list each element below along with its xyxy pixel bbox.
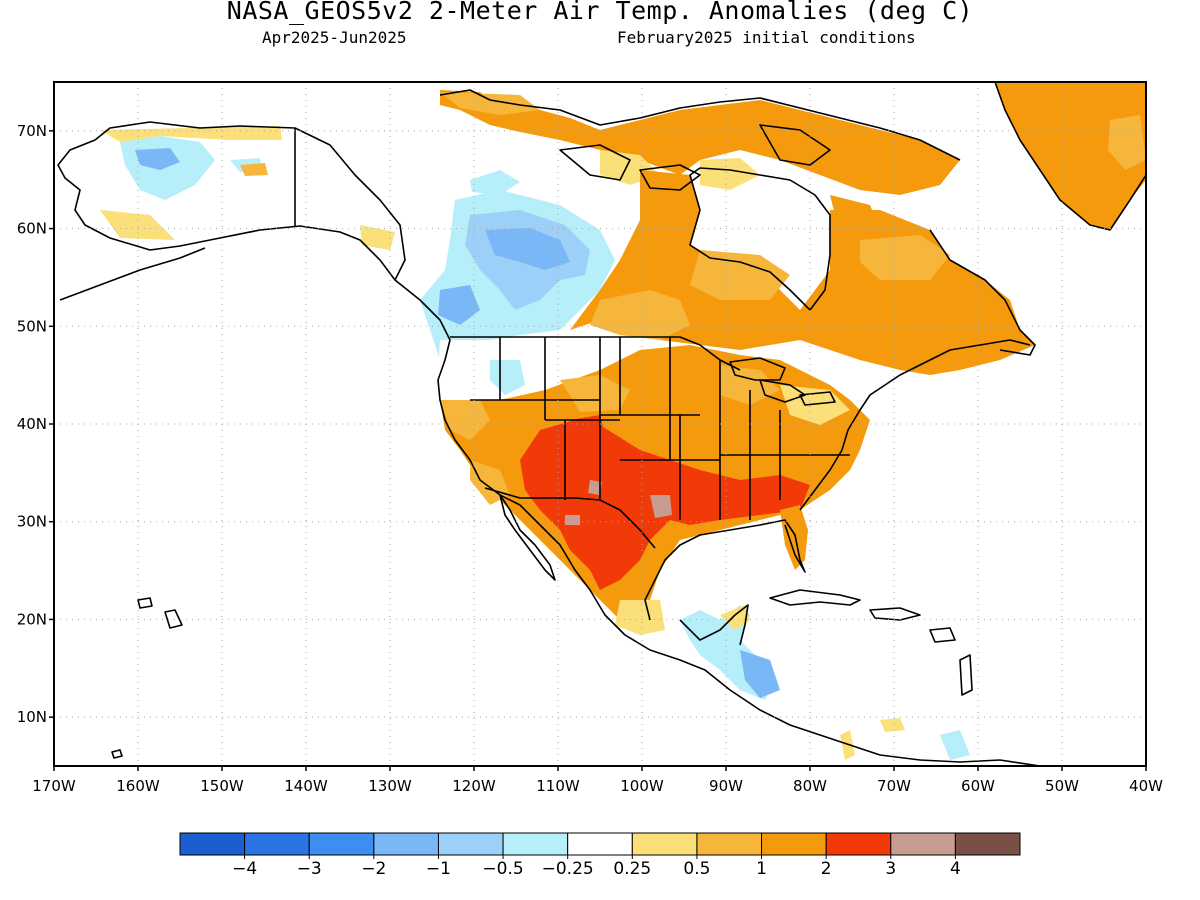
lon-tick-label: 140W <box>284 777 328 795</box>
map-title: NASA_GEOS5v2 2-Meter Air Temp. Anomalies… <box>226 0 974 25</box>
initial-conditions: February2025 initial conditions <box>617 28 916 47</box>
colorbar-label: −2 <box>361 859 386 879</box>
lat-tick-label: 30N <box>17 513 47 531</box>
colorbar-swatch <box>373 832 439 856</box>
colorbar-label: 1 <box>756 859 767 879</box>
lat-tick-label: 40N <box>17 415 47 433</box>
land-outlines <box>57 82 1146 766</box>
forecast-period: Apr2025-Jun2025 <box>262 28 407 47</box>
lon-tick-label: 60W <box>961 777 995 795</box>
colorbar-swatch <box>761 832 827 856</box>
axis-ticks <box>49 130 1147 771</box>
colorbar-swatch <box>437 832 504 856</box>
colorbar-swatch <box>502 832 569 856</box>
anomaly-fields <box>58 82 1146 760</box>
lon-tick-label: 110W <box>536 777 580 795</box>
lon-tick-label: 160W <box>116 777 160 795</box>
lat-tick-label: 50N <box>17 317 47 335</box>
lon-tick-label: 170W <box>32 777 76 795</box>
lon-tick-label: 40W <box>1129 777 1163 795</box>
colorbar-swatch <box>631 832 698 856</box>
lon-tick-label: 70W <box>877 777 911 795</box>
colorbar <box>179 832 1021 856</box>
colorbar-label: 0.25 <box>613 859 651 879</box>
lon-tick-label: 100W <box>620 777 664 795</box>
colorbar-label: −1 <box>426 859 451 879</box>
latitude-labels: 10N 20N 30N 40N 50N 60N 70N <box>17 122 47 726</box>
colorbar-label: −0.5 <box>482 859 523 879</box>
lon-tick-label: 120W <box>452 777 496 795</box>
colorbar-label: −3 <box>297 859 322 879</box>
lon-tick-label: 130W <box>368 777 412 795</box>
colorbar-label: 2 <box>821 859 832 879</box>
lat-tick-label: 70N <box>17 122 47 140</box>
gridlines <box>54 82 1146 766</box>
colorbar-swatch <box>308 832 375 856</box>
colorbar-swatch <box>890 832 956 856</box>
lon-tick-label: 90W <box>709 777 743 795</box>
greenland-region <box>995 82 1146 230</box>
colorbar-swatch <box>825 832 892 856</box>
lat-tick-label: 20N <box>17 610 47 628</box>
colorbar-label: 4 <box>950 859 961 879</box>
colorbar-labels: −4 −3 −2 −1 −0.5 −0.25 0.25 0.5 1 2 3 4 <box>232 855 961 879</box>
lat-tick-label: 60N <box>17 220 47 238</box>
lon-tick-label: 150W <box>200 777 244 795</box>
colorbar-label: 3 <box>885 859 896 879</box>
colorbar-swatch <box>179 832 246 856</box>
longitude-labels: 170W 160W 150W 140W 130W 120W 110W 100W 90W 80W 70… <box>32 777 1163 795</box>
lon-tick-label: 80W <box>793 777 827 795</box>
lon-tick-label: 50W <box>1045 777 1079 795</box>
colorbar-label: −0.25 <box>542 859 594 879</box>
colorbar-swatch <box>696 832 763 856</box>
arctic-islands-region <box>440 90 960 195</box>
colorbar-label: −4 <box>232 859 257 879</box>
colorbar-swatch <box>567 832 633 856</box>
colorbar-swatch <box>954 832 1021 856</box>
lat-tick-label: 10N <box>17 708 47 726</box>
colorbar-label: 0.5 <box>683 859 710 879</box>
colorbar-swatch <box>244 832 310 856</box>
